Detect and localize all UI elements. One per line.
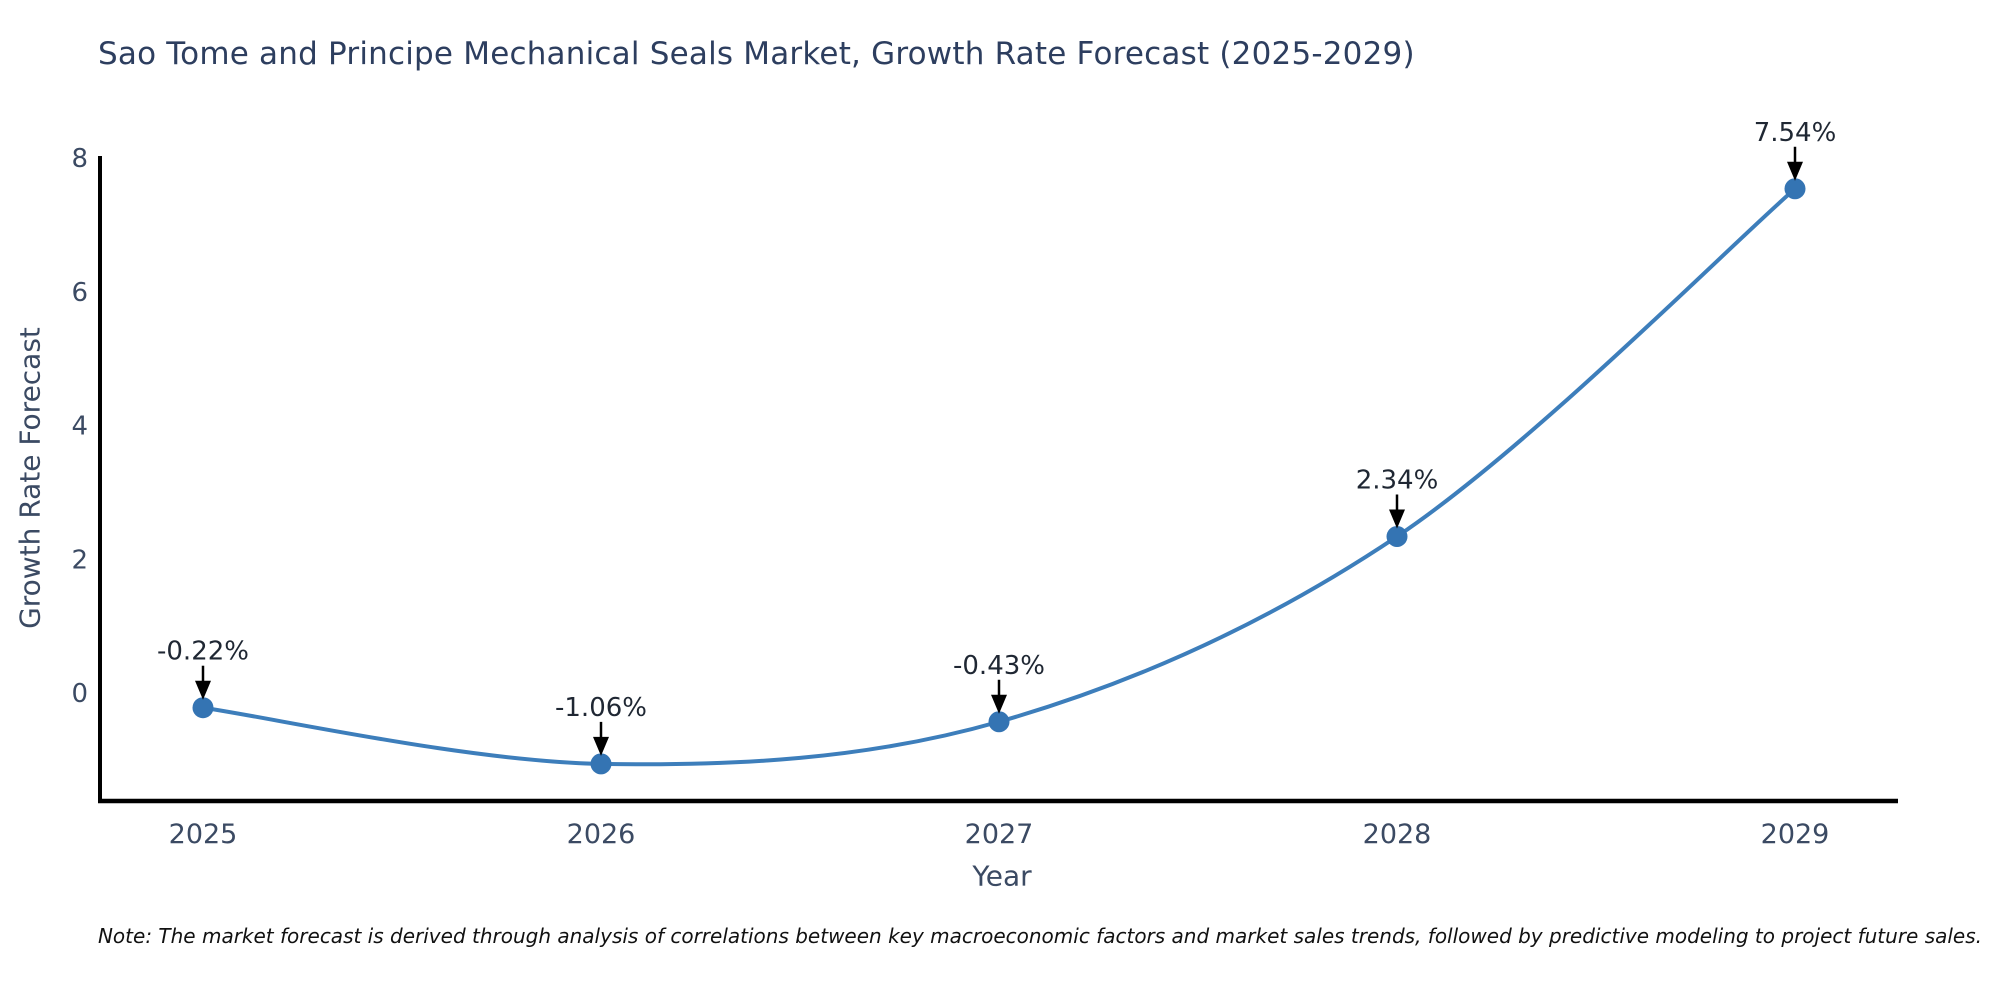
x-tick-label: 2027 [965, 819, 1034, 850]
annotation-label: 7.54% [1754, 118, 1837, 148]
x-tick-label: 2025 [169, 819, 238, 850]
annotation-arrowhead-icon [991, 694, 1007, 714]
annotation-arrowhead-icon [195, 680, 211, 700]
y-tick-label: 4 [71, 412, 88, 442]
x-tick-label: 2028 [1363, 819, 1432, 850]
chart-title: Sao Tome and Principe Mechanical Seals M… [98, 36, 1415, 72]
data-point-marker [1784, 178, 1806, 200]
y-tick-label: 0 [71, 679, 88, 709]
annotation-label: -1.06% [555, 693, 647, 723]
y-tick-label: 2 [71, 545, 88, 575]
data-point-marker [192, 697, 214, 719]
annotation-arrowhead-icon [1389, 509, 1405, 529]
x-tick-label: 2026 [567, 819, 636, 850]
x-axis-title: Year [972, 859, 1032, 893]
data-point-marker [590, 753, 612, 775]
annotation-label: -0.43% [953, 651, 1045, 681]
annotation-label: 2.34% [1356, 466, 1439, 496]
data-point-marker [1386, 526, 1408, 548]
annotation-arrowhead-icon [593, 736, 609, 756]
annotation-arrowhead-icon [1787, 161, 1803, 181]
annotation-label: -0.22% [157, 637, 249, 667]
data-point-marker [988, 711, 1010, 733]
chart-footnote: Note: The market forecast is derived thr… [97, 924, 1983, 948]
y-tick-label: 6 [71, 278, 88, 308]
trend-line [201, 186, 1797, 767]
y-tick-label: 8 [71, 144, 88, 174]
x-tick-label: 2029 [1761, 819, 1830, 850]
